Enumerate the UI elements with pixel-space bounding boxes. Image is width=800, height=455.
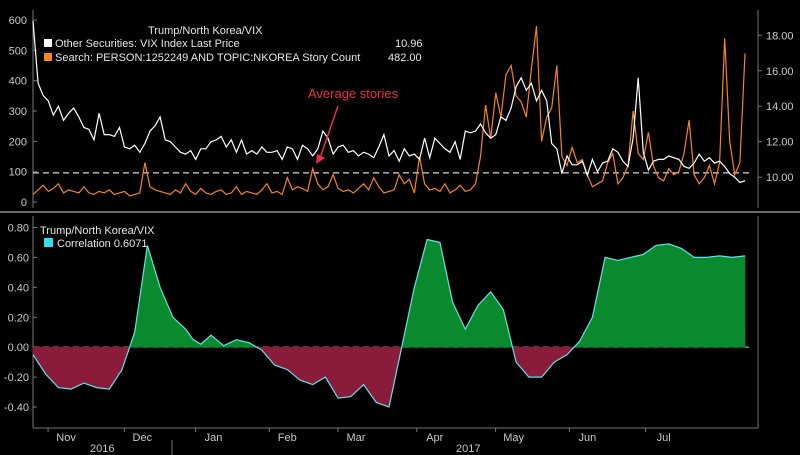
correlation-area-negative bbox=[70, 346, 85, 390]
legend-swatch-story bbox=[44, 53, 52, 61]
correlation-area-positive bbox=[706, 255, 720, 348]
legend-label-story: Search: PERSON:1252249 AND TOPIC:NKOREA … bbox=[55, 52, 360, 64]
top-legend: Trump/North Korea/VIX Other Securities: … bbox=[44, 25, 423, 64]
top-panel: 0 100 200 300 400 500 600 10.00 12.00 14.00 16.00… bbox=[9, 10, 794, 209]
correlation-area-positive bbox=[719, 255, 733, 348]
correlation-area-negative bbox=[375, 346, 390, 408]
correlation-area-negative bbox=[528, 346, 542, 378]
x-axis: Nov Dec Jan Feb Mar Apr May Jun Jul 2016 2017 bbox=[33, 427, 758, 455]
legend-value-story: 482.00 bbox=[388, 52, 422, 64]
top-right-ticks: 10.00 12.00 14.00 16.00 18.00 bbox=[758, 30, 794, 184]
correlation-area-positive bbox=[668, 243, 682, 348]
correlation-areas bbox=[32, 239, 746, 408]
legend-value-vix: 10.96 bbox=[395, 38, 423, 50]
correlation-line bbox=[32, 238, 746, 408]
correlation-area-negative bbox=[58, 346, 72, 390]
correlation-area-negative bbox=[83, 346, 97, 389]
x-month-label: Jan bbox=[205, 432, 223, 444]
bottom-legend: Trump/North Korea/VIX Correlation 0.6071 bbox=[40, 225, 155, 250]
left-tick-label: 600 bbox=[9, 15, 27, 27]
correlation-area-positive bbox=[426, 239, 441, 348]
x-month-label: May bbox=[503, 432, 524, 444]
annotation-arrowhead bbox=[316, 154, 325, 164]
correlation-area-positive bbox=[642, 244, 657, 348]
left-tick-label: 300 bbox=[9, 106, 27, 118]
legend-label-correlation: Correlation 0.6071 bbox=[57, 238, 148, 250]
bottom-tick-label: 0.40 bbox=[8, 282, 29, 294]
bottom-panel: 0.80 0.60 0.40 0.20 0.00 -0.20 -0.40 Trump/Nor… bbox=[4, 216, 759, 428]
x-month-label: Apr bbox=[426, 432, 443, 444]
right-tick-label: 10.00 bbox=[766, 172, 794, 184]
correlation-area-positive bbox=[731, 255, 746, 348]
bottom-legend-title: Trump/North Korea/VIX bbox=[40, 225, 155, 237]
left-tick-label: 100 bbox=[9, 167, 27, 179]
x-month-label: Mar bbox=[346, 432, 365, 444]
correlation-area-positive bbox=[604, 257, 619, 348]
correlation-area-positive bbox=[681, 247, 695, 348]
correlation-area-positive bbox=[655, 243, 670, 348]
left-tick-label: 500 bbox=[9, 45, 27, 57]
correlation-area-positive bbox=[630, 254, 644, 348]
correlation-area-negative bbox=[337, 346, 352, 399]
legend-swatch-correlation bbox=[44, 238, 53, 247]
left-tick-label: 0 bbox=[21, 197, 27, 209]
bottom-tick-label: 0.00 bbox=[8, 342, 29, 354]
x-axis-year-2017: 2017 bbox=[456, 443, 480, 455]
vix-line bbox=[32, 21, 746, 184]
bottom-tick-label: 0.80 bbox=[8, 222, 29, 234]
bottom-tick-label: -0.20 bbox=[4, 372, 29, 384]
annotation-arrow bbox=[319, 105, 339, 159]
x-month-label: Feb bbox=[278, 432, 297, 444]
bottom-tick-label: 0.60 bbox=[8, 252, 29, 264]
x-axis-month-labels: Nov Dec Jan Feb Mar Apr May Jun Jul bbox=[47, 428, 671, 444]
bottom-tick-label: 0.20 bbox=[8, 312, 29, 324]
annotation-average-stories: Average stories bbox=[308, 86, 399, 101]
correlation-area-positive bbox=[693, 257, 708, 348]
left-tick-label: 200 bbox=[9, 136, 27, 148]
right-tick-label: 18.00 bbox=[766, 30, 794, 42]
x-month-label: Jul bbox=[657, 432, 671, 444]
top-legend-title: Trump/North Korea/VIX bbox=[148, 25, 263, 37]
story-count-line bbox=[32, 26, 746, 197]
correlation-area-positive bbox=[617, 257, 631, 348]
x-axis-year-2016: 2016 bbox=[90, 443, 114, 455]
right-tick-label: 16.00 bbox=[766, 66, 794, 78]
x-month-label: Jun bbox=[578, 432, 596, 444]
x-month-label: Nov bbox=[56, 432, 76, 444]
legend-swatch-vix bbox=[44, 39, 52, 47]
bottom-tick-label: -0.40 bbox=[4, 402, 29, 414]
legend-label-vix: Other Securities: VIX Index Last Price bbox=[55, 38, 240, 50]
x-month-label: Dec bbox=[133, 432, 153, 444]
correlation-area-negative bbox=[299, 346, 314, 386]
top-left-ticks: 0 100 200 300 400 500 600 bbox=[9, 15, 37, 209]
left-tick-label: 400 bbox=[9, 76, 27, 88]
right-tick-label: 14.00 bbox=[766, 101, 794, 113]
right-tick-label: 12.00 bbox=[766, 137, 794, 149]
bottom-ticks: 0.80 0.60 0.40 0.20 0.00 -0.20 -0.40 bbox=[4, 222, 752, 414]
correlation-area-negative bbox=[96, 346, 110, 390]
